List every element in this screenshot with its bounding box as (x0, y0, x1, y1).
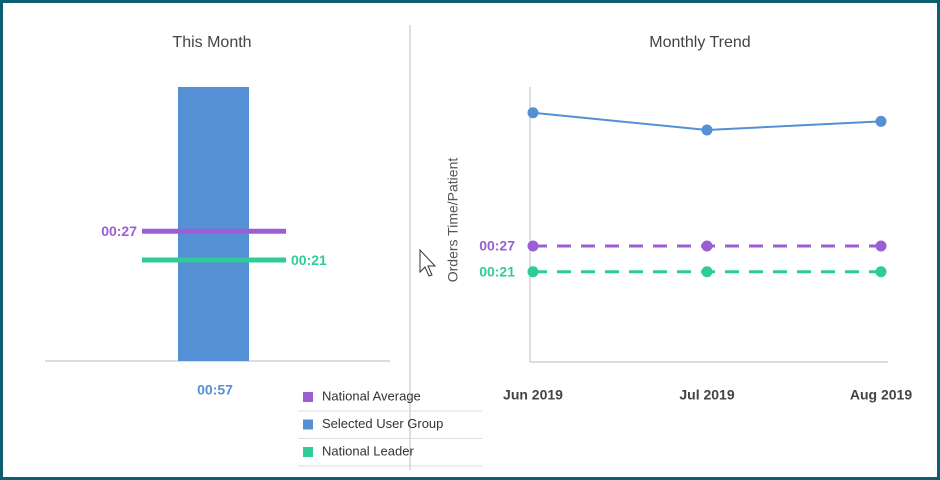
value-label: 00:57 (197, 382, 233, 398)
bar (178, 87, 249, 361)
legend-label: Selected User Group (322, 416, 443, 431)
point (875, 115, 887, 127)
point (527, 240, 539, 252)
point (527, 266, 539, 278)
legend-label: National Leader (322, 443, 414, 458)
value-label: 00:27 (101, 223, 137, 239)
point (875, 240, 887, 252)
point (701, 266, 713, 278)
cursor (419, 248, 437, 277)
chart-title: Monthly Trend (649, 34, 750, 51)
x-tick-label: Aug 2019 (850, 387, 912, 403)
legend-swatch (303, 447, 313, 457)
x-tick-label: Jul 2019 (679, 387, 734, 403)
y-axis-label: Orders Time/Patient (445, 158, 461, 283)
point (701, 124, 713, 136)
point (527, 107, 539, 119)
legend-swatch (303, 392, 313, 402)
value-label: 00:21 (291, 252, 327, 268)
chart-title: This Month (172, 34, 251, 51)
value-label: 00:27 (479, 238, 515, 254)
value-label: 00:21 (479, 263, 515, 279)
x-tick-label: Jun 2019 (503, 387, 563, 403)
legend-swatch (303, 419, 313, 430)
point (875, 266, 887, 278)
legend-label: National Average (322, 388, 421, 403)
point (701, 240, 713, 252)
